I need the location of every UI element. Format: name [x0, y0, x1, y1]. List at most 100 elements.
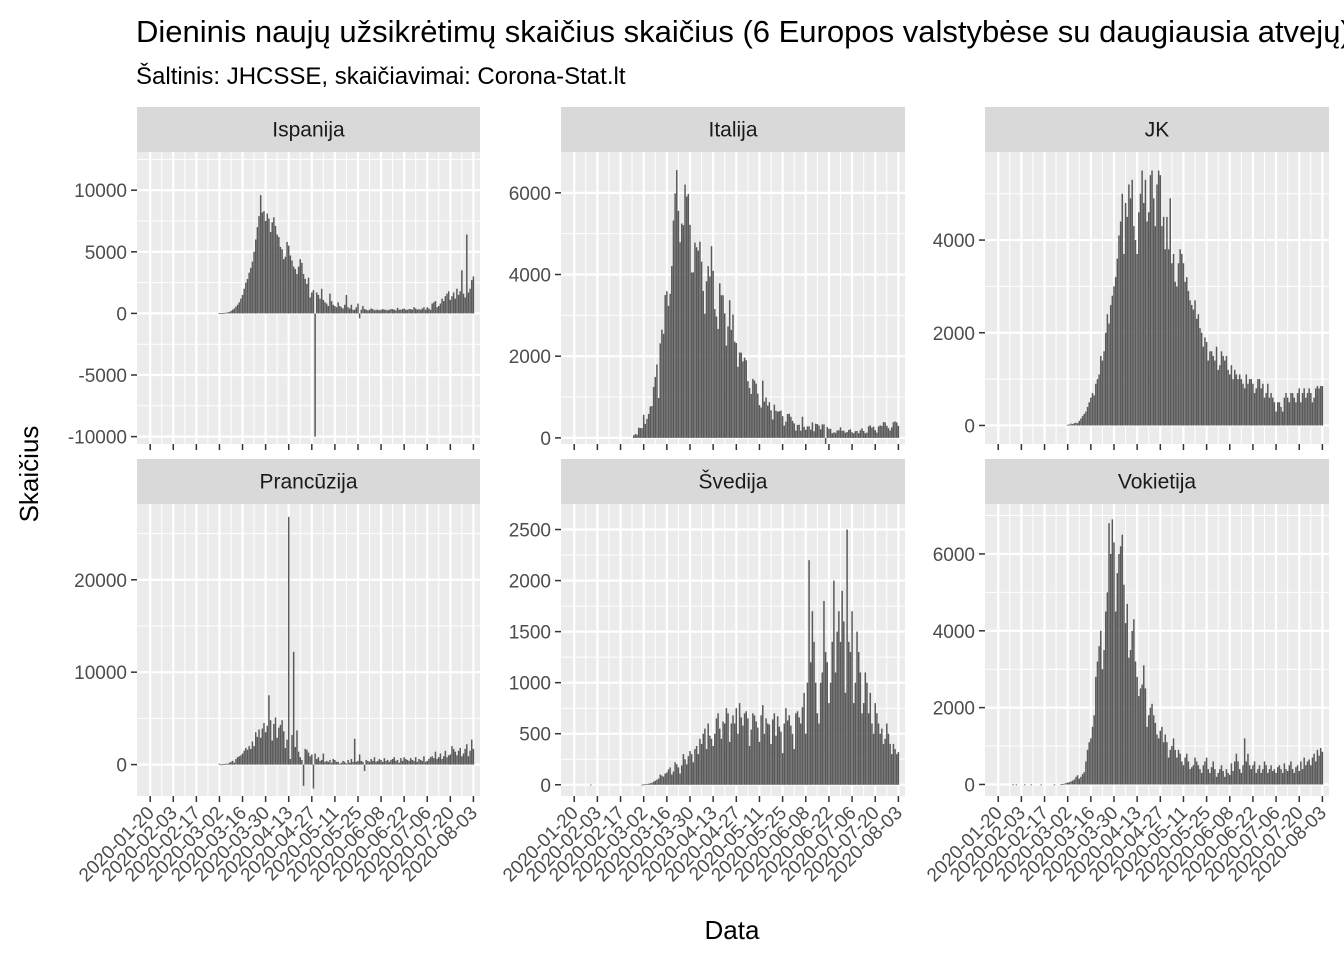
bar [1296, 393, 1299, 426]
bar [447, 291, 450, 314]
bar [1295, 402, 1297, 426]
bar [271, 740, 273, 765]
bar [1308, 759, 1310, 785]
bar [800, 430, 802, 438]
bar [641, 428, 643, 438]
bar [469, 750, 471, 765]
bar [408, 760, 410, 765]
bar [755, 721, 757, 785]
bar [381, 761, 384, 765]
bar [656, 364, 658, 438]
bar [1214, 769, 1216, 785]
bar [1311, 757, 1314, 785]
bar [1280, 769, 1282, 785]
bar [874, 430, 876, 438]
bar [1197, 314, 1200, 426]
bar [1149, 175, 1152, 426]
y-tick-label: 500 [519, 725, 551, 746]
bar [235, 759, 237, 765]
bar [864, 672, 867, 785]
bar [462, 293, 465, 314]
bar [1134, 240, 1137, 426]
bar [337, 302, 339, 314]
bar [309, 756, 311, 765]
bar [881, 426, 883, 438]
bar [672, 771, 675, 785]
bar [1114, 611, 1117, 785]
bar [226, 763, 229, 765]
bar [1285, 769, 1287, 785]
bar [659, 343, 661, 438]
bar [1111, 295, 1114, 426]
facet-panel: JK 0 2000 4000 [933, 107, 1329, 450]
bar [339, 763, 341, 765]
bar [1278, 765, 1281, 785]
bar [276, 737, 278, 765]
bar [882, 422, 885, 438]
bar [748, 388, 751, 438]
bar [753, 380, 756, 438]
bar [1068, 424, 1071, 426]
bar [1305, 765, 1307, 785]
bar [824, 437, 827, 444]
bar [647, 783, 650, 785]
bar [803, 426, 805, 438]
bar [350, 304, 353, 314]
bar [225, 763, 227, 765]
bar [1124, 623, 1127, 785]
bar [1091, 726, 1094, 785]
bar [302, 764, 305, 786]
bar [1119, 546, 1122, 785]
bar [355, 307, 358, 314]
bar [857, 652, 860, 785]
bar [246, 278, 249, 314]
bar [1242, 383, 1244, 426]
bar [1237, 761, 1239, 785]
bar [243, 288, 245, 314]
bar [368, 309, 371, 314]
bar [1220, 351, 1223, 426]
bar [322, 753, 325, 765]
bar [292, 651, 295, 765]
bar [357, 760, 359, 765]
bar [339, 306, 341, 314]
bar [707, 266, 709, 438]
bar [413, 307, 415, 314]
bar [1177, 263, 1180, 426]
bar [879, 425, 881, 438]
bar [406, 759, 409, 765]
facet-panel: Vokietija02000400060002020-01-202020-02-… [923, 459, 1331, 886]
facet-panel: Švedija050010001500200025002020-01-20202… [499, 459, 907, 886]
y-tick-label: 0 [540, 776, 551, 797]
bar [446, 757, 448, 765]
bar [783, 723, 786, 785]
bar [814, 682, 817, 785]
bar [854, 431, 857, 438]
bar [464, 748, 466, 765]
bar [1169, 198, 1171, 426]
bar [391, 309, 394, 314]
bar [1224, 776, 1226, 785]
bar [256, 227, 259, 314]
y-tick-label: 0 [964, 416, 975, 437]
bar [664, 295, 666, 438]
bar [889, 743, 891, 785]
bar [411, 759, 414, 765]
bar [1104, 332, 1107, 426]
bar [1141, 684, 1143, 785]
bar [230, 761, 232, 765]
bar [1152, 715, 1155, 785]
facet-label: JK [1145, 119, 1170, 142]
bar [451, 746, 453, 765]
bar [1161, 726, 1163, 785]
bar [1144, 179, 1147, 426]
bar [1156, 734, 1158, 785]
bar [657, 778, 660, 785]
bar [309, 297, 311, 314]
bar [236, 757, 239, 765]
bar [1157, 170, 1160, 426]
bar [747, 718, 749, 785]
bar [286, 739, 288, 765]
bar [828, 428, 830, 438]
bar [1230, 763, 1233, 785]
